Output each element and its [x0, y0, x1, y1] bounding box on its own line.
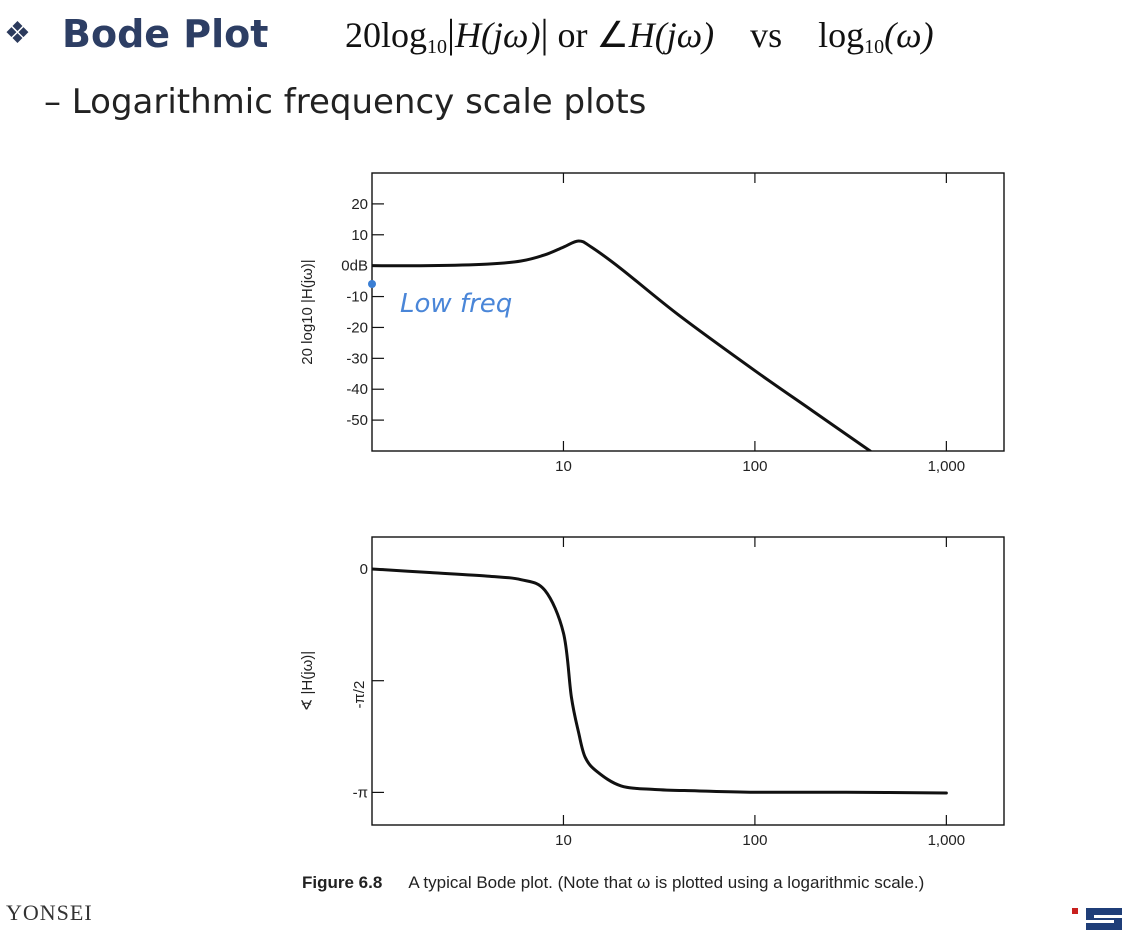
diamond-bullet-icon: ❖	[4, 17, 31, 50]
y-axis-label: ∢ |H(jω)|	[299, 651, 316, 711]
annotation-dot	[368, 280, 376, 288]
x-tick-label: 100	[742, 458, 767, 475]
x-tick-label: 100	[742, 832, 767, 849]
x-tick-label: 1,000	[928, 832, 966, 849]
plot-frame	[371, 536, 1005, 826]
plot-frame	[371, 172, 1005, 452]
slide-title: Bode Plot	[62, 12, 269, 56]
handwritten-annotation: Low freq	[368, 280, 512, 319]
formula-angle: ∠	[596, 15, 629, 55]
phase-plot: 10 100 1,000 0 -π/2 -π ∢ |H(jω)|	[299, 536, 1005, 849]
formula-sub: 10	[427, 36, 448, 58]
y-axis-label: 20 log10 |H(jω)|	[299, 259, 316, 364]
yonsei-logo: YONSEI	[6, 900, 93, 925]
y-tick-label: 20	[351, 196, 368, 213]
y-tick-label: -π/2	[351, 681, 368, 709]
formula-log: log	[818, 15, 865, 55]
series-line	[372, 567, 948, 795]
y-tick-label: -20	[346, 319, 368, 336]
x-tick-label: 10	[555, 458, 572, 475]
subtitle: – Logarithmic frequency scale plots	[44, 82, 647, 122]
y-tick-label: 10	[351, 227, 368, 244]
y-tick-label: 0dB	[341, 258, 368, 275]
caption-label: Figure 6.8	[302, 873, 383, 892]
corner-logo-icon	[1072, 908, 1122, 930]
formula-or: or	[557, 15, 588, 55]
y-tick-label: -40	[346, 381, 368, 398]
figure-caption: Figure 6.8 A typical Bode plot. (Note tha…	[302, 872, 1002, 894]
formula-log-sub: 10	[864, 36, 885, 58]
formula-h: H(jω)	[455, 15, 541, 55]
title-formula: 20log10|H(jω)| or ∠H(jω) vs log10(ω)	[345, 11, 934, 58]
y-tick-label: -π	[353, 784, 368, 801]
magnitude-plot: 10 100 1,000 20 10 0dB -10 -20 -30 -40 -50 20 log10…	[299, 172, 1005, 475]
y-tick-label: -30	[346, 350, 368, 367]
formula-omega: (ω)	[884, 15, 934, 55]
formula-h2: H(jω)	[628, 15, 715, 55]
y-tick-label: 0	[360, 561, 368, 578]
y-tick-label: -10	[346, 289, 368, 306]
formula-vs: vs	[750, 15, 783, 55]
x-tick-label: 10	[555, 832, 572, 849]
caption-text: A typical Bode plot. (Note that ω is plo…	[408, 873, 925, 892]
y-tick-label: -50	[346, 412, 368, 429]
series-line	[372, 239, 872, 451]
formula-coef: 20log	[345, 15, 428, 55]
x-tick-label: 1,000	[928, 458, 966, 475]
annotation-text: Low freq	[400, 289, 512, 319]
